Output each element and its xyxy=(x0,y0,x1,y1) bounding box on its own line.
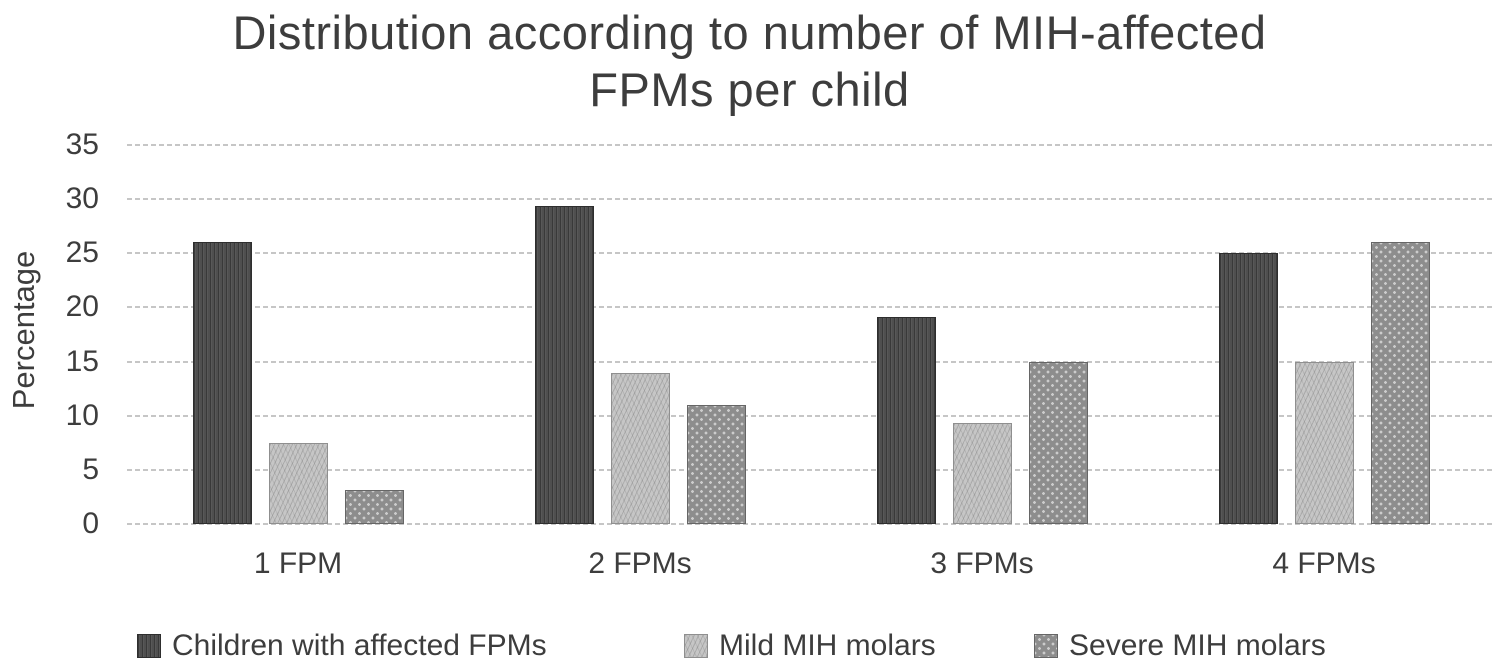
y-tick-label: 15 xyxy=(65,344,99,378)
legend-swatch xyxy=(137,634,161,658)
gridline xyxy=(127,198,1495,201)
gridline xyxy=(127,252,1495,255)
y-tick-label: 10 xyxy=(65,398,99,432)
x-axis-label: 2 FPMs xyxy=(588,547,692,580)
bar-group xyxy=(534,205,746,524)
legend-item: Severe MIH molars xyxy=(1034,629,1326,663)
x-axis-label: 4 FPMs xyxy=(1272,547,1376,580)
legend-swatch xyxy=(1034,634,1058,658)
legend-label: Children with affected FPMs xyxy=(172,629,547,662)
bar xyxy=(610,373,670,524)
bar xyxy=(1370,242,1430,524)
legend-label: Severe MIH molars xyxy=(1069,629,1326,662)
legend-item: Mild MIH molars xyxy=(684,629,936,663)
legend-swatch xyxy=(684,634,708,658)
bar xyxy=(1294,361,1354,524)
bar-group xyxy=(876,317,1088,524)
y-tick-label: 20 xyxy=(65,290,99,324)
bar xyxy=(1028,361,1088,524)
bar xyxy=(192,242,252,524)
plot-area xyxy=(127,144,1495,525)
y-tick-label: 0 xyxy=(82,507,99,540)
bar xyxy=(952,423,1012,524)
bar xyxy=(534,205,594,524)
y-tick-label: 5 xyxy=(82,452,99,486)
bar xyxy=(344,490,404,524)
gridline xyxy=(127,523,1495,525)
gridline xyxy=(127,306,1495,309)
y-tick-label: 30 xyxy=(65,182,99,216)
legend-label: Mild MIH molars xyxy=(719,629,936,662)
gridline xyxy=(127,414,1495,417)
y-tick-label: 25 xyxy=(65,236,99,270)
bar xyxy=(876,317,936,524)
legend-item: Children with affected FPMs xyxy=(137,629,547,663)
x-axis-label: 1 FPM xyxy=(253,547,343,580)
bar-group xyxy=(192,242,404,524)
x-axis-label: 3 FPMs xyxy=(930,547,1034,580)
chart-title: Distribution according to number of MIH-… xyxy=(0,4,1499,118)
y-tick-label: 35 xyxy=(65,128,99,161)
bar xyxy=(686,404,746,524)
bar xyxy=(1218,253,1278,524)
gridline xyxy=(127,360,1495,363)
bar xyxy=(268,442,328,524)
gridline xyxy=(127,144,1495,146)
bar-group xyxy=(1218,242,1430,524)
chart-title-line-2: FPMs per child xyxy=(589,63,910,116)
y-axis-title: Percentage xyxy=(6,250,41,410)
gridline xyxy=(127,468,1495,471)
chart-title-line-1: Distribution according to number of MIH-… xyxy=(232,6,1267,59)
